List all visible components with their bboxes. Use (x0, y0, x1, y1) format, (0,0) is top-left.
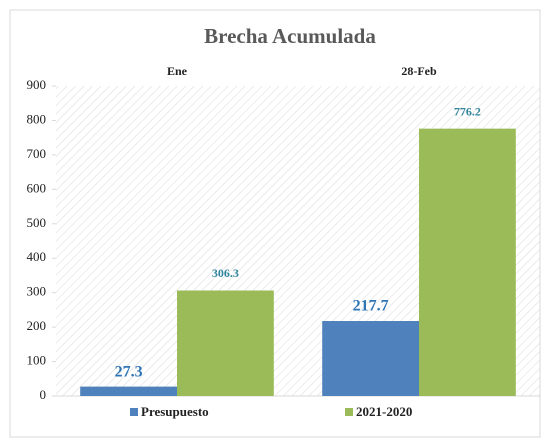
y-tick-label: 900 (27, 77, 47, 92)
y-tick-label: 0 (40, 387, 47, 402)
bar (177, 290, 274, 396)
legend-swatch (345, 408, 353, 416)
y-tick-label: 600 (27, 180, 47, 195)
y-tick-label: 800 (27, 111, 47, 126)
y-tick-label: 100 (27, 353, 47, 368)
bar (322, 321, 419, 396)
bar (419, 128, 516, 397)
legend-swatch (130, 408, 138, 416)
legend-label: Presupuesto (141, 404, 209, 419)
y-tick-label: 300 (27, 284, 47, 299)
data-label: 27.3 (115, 363, 143, 380)
legend-label: 2021-2020 (356, 404, 412, 419)
chart-title: Brecha Acumulada (204, 24, 376, 48)
data-label: 776.2 (454, 104, 481, 118)
y-tick-label: 500 (27, 215, 47, 230)
category-label: Ene (167, 64, 188, 78)
data-label: 306.3 (212, 266, 239, 280)
data-label: 217.7 (353, 298, 389, 315)
bar (80, 386, 177, 396)
y-tick-label: 200 (27, 318, 47, 333)
category-label: 28-Feb (401, 64, 437, 78)
y-tick-label: 700 (27, 146, 47, 161)
y-tick-label: 400 (27, 249, 47, 264)
